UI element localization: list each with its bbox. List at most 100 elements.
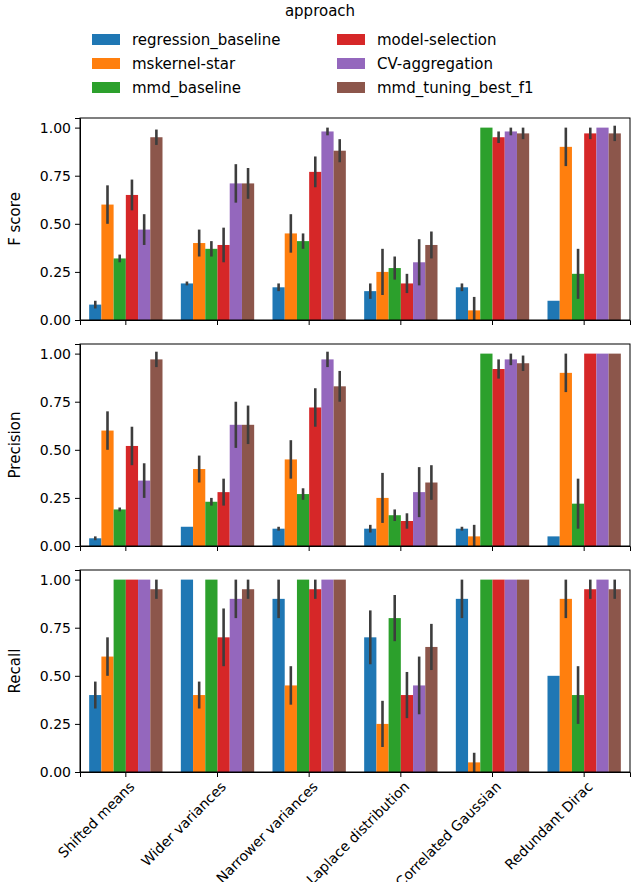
error-bar — [247, 406, 250, 444]
tick — [400, 320, 401, 325]
error-bar — [473, 525, 476, 546]
error-bar — [222, 228, 225, 263]
error-bar — [247, 168, 250, 199]
tick-mark — [217, 772, 218, 777]
error-bar — [589, 580, 592, 599]
bar — [505, 131, 517, 320]
tick: Redundant Dirac — [501, 772, 595, 873]
bar — [560, 373, 572, 546]
legend-label: model-selection — [377, 31, 497, 49]
error-bar — [290, 214, 293, 252]
error-bar — [418, 239, 421, 285]
error-bar — [143, 214, 146, 245]
legend-swatch — [92, 58, 120, 69]
bar — [150, 589, 162, 772]
bar — [205, 249, 217, 320]
error-bar — [290, 440, 293, 478]
tick-label: 0.00 — [40, 312, 71, 328]
error-bar — [406, 274, 409, 293]
error-bar — [210, 498, 213, 506]
error-bar — [473, 297, 476, 320]
error-bar — [473, 753, 476, 772]
error-bar — [577, 666, 580, 724]
axis-title: Precision — [6, 412, 24, 479]
axis-line — [75, 345, 81, 547]
error-bar — [430, 465, 433, 500]
error-bar — [522, 128, 525, 140]
bar — [321, 131, 333, 320]
bar — [596, 128, 608, 320]
error-bar — [369, 525, 372, 533]
error-bar — [290, 666, 293, 704]
plot-area — [89, 580, 621, 772]
bar — [273, 599, 285, 772]
bar — [456, 287, 468, 320]
tick-mark — [400, 320, 401, 325]
bar — [480, 128, 492, 320]
bar — [126, 580, 138, 772]
error-bar — [393, 257, 396, 280]
bar — [181, 527, 193, 546]
bar — [321, 359, 333, 546]
tick: 0.50 — [40, 216, 80, 232]
tick-mark — [75, 402, 80, 403]
error-bar — [314, 580, 317, 599]
tick — [309, 546, 310, 551]
tick: 0.75 — [40, 620, 80, 636]
bar — [181, 283, 193, 320]
tick-mark — [309, 772, 310, 777]
error-bar — [222, 608, 225, 666]
tick — [309, 320, 310, 325]
error-bar — [381, 249, 384, 295]
error-bar — [461, 527, 464, 531]
tick-mark — [75, 128, 80, 129]
tick: 0.25 — [40, 716, 80, 732]
tick: 0.50 — [40, 668, 80, 684]
legend-label: regression_baseline — [132, 31, 280, 50]
legend-title: approach — [285, 2, 355, 20]
plot-frame — [80, 118, 630, 320]
tick: 0.25 — [40, 264, 80, 280]
legend-swatch — [337, 34, 365, 45]
error-bar — [198, 230, 201, 257]
tick-label: 0.75 — [40, 394, 71, 410]
tick-mark — [75, 498, 80, 499]
error-bar — [430, 232, 433, 259]
bar — [150, 137, 162, 320]
tick-mark — [217, 546, 218, 551]
bar — [609, 133, 621, 320]
bar — [517, 363, 529, 546]
error-bar — [235, 402, 238, 448]
error-bar — [94, 301, 97, 309]
error-bar — [131, 180, 134, 211]
bar — [596, 354, 608, 546]
panel: 0.000.250.500.751.00F score — [6, 118, 631, 328]
error-bar — [393, 509, 396, 521]
error-bar — [565, 354, 568, 392]
panel: 0.000.250.500.751.00Shifted meansWider v… — [6, 570, 631, 882]
bar — [609, 354, 621, 546]
tick-mark — [584, 772, 585, 777]
error-bar — [94, 536, 97, 540]
tick-mark — [75, 580, 80, 581]
error-bar — [302, 488, 305, 500]
bar — [456, 529, 468, 546]
tick-mark — [125, 320, 126, 325]
error-bar — [235, 164, 238, 202]
error-bar — [155, 580, 158, 599]
error-bar — [418, 467, 421, 517]
bar — [560, 147, 572, 320]
axis-line — [81, 321, 631, 326]
tick — [217, 320, 218, 325]
axis-line — [81, 547, 631, 552]
bar — [114, 509, 126, 546]
bar — [505, 580, 517, 772]
tick: 0.00 — [40, 764, 80, 780]
error-bar — [565, 580, 568, 618]
error-bar — [406, 513, 409, 528]
error-bar — [186, 282, 189, 286]
tick-mark — [125, 772, 126, 777]
bar — [584, 589, 596, 772]
bar — [517, 580, 529, 772]
error-bar — [577, 479, 580, 529]
